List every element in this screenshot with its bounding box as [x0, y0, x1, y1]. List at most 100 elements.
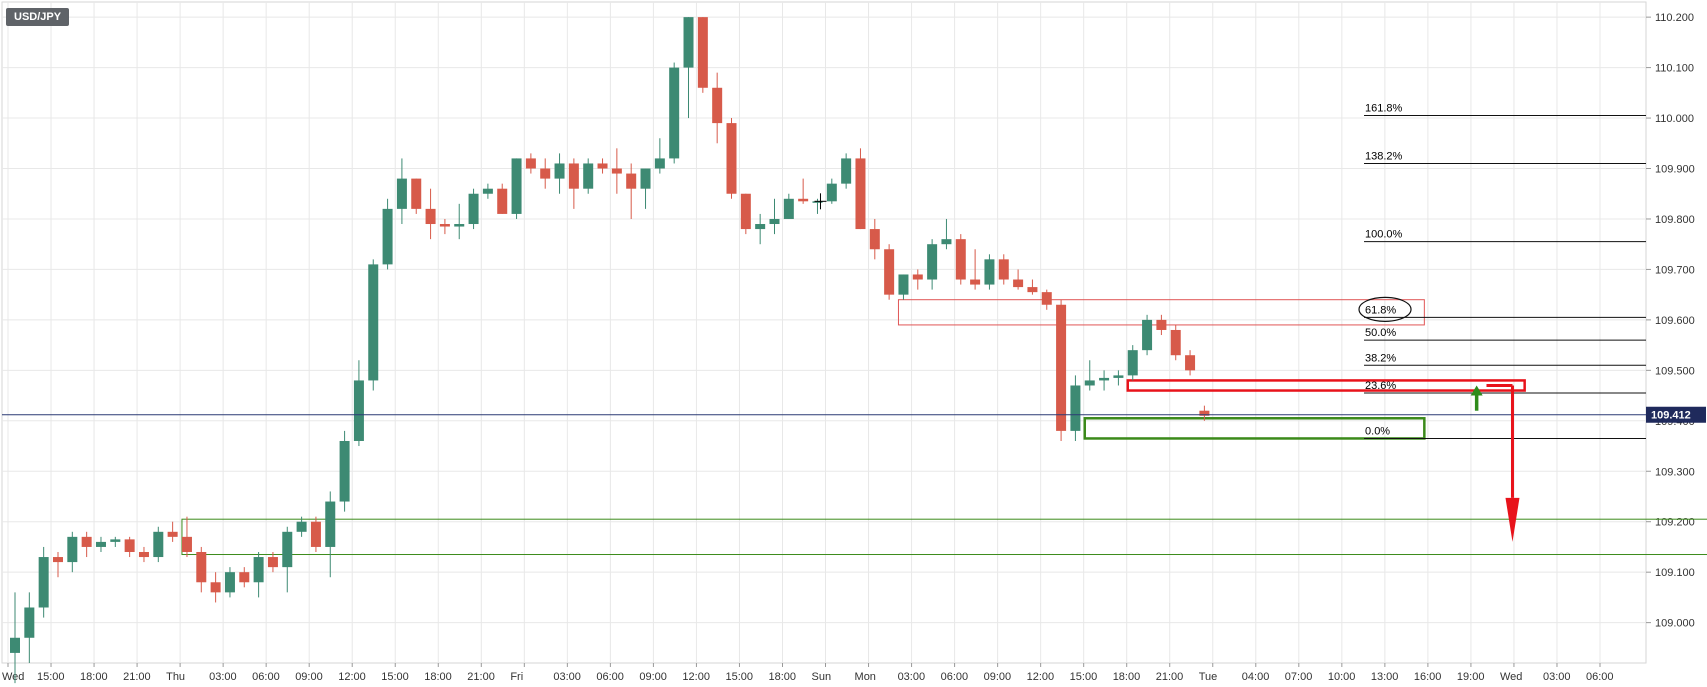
demand-zone — [181, 518, 1707, 556]
candle-body — [884, 249, 895, 295]
candle — [912, 269, 923, 290]
candle-body — [1170, 329, 1181, 356]
candle-body — [984, 259, 995, 285]
candle — [196, 546, 207, 593]
candle — [697, 17, 708, 93]
candle — [425, 188, 436, 240]
candle — [525, 153, 536, 174]
y-tick-label: 109.300 — [1655, 466, 1695, 478]
candle — [325, 491, 336, 578]
candle-body — [339, 440, 350, 502]
candle-body — [1142, 319, 1153, 351]
candle-body — [110, 539, 121, 542]
candle-body — [855, 158, 866, 230]
up-arrow — [1470, 385, 1483, 411]
x-tick-label: 16:00 — [1414, 671, 1442, 683]
current-price-label: 109.412 — [1651, 410, 1691, 422]
x-tick-label: 06:00 — [1586, 671, 1614, 683]
candle-body — [540, 168, 551, 179]
arrow-head — [1505, 497, 1520, 542]
candle — [568, 158, 579, 209]
candle-body — [626, 173, 637, 189]
candle-body — [1027, 287, 1038, 293]
x-tick-label: 03:00 — [553, 671, 581, 683]
candle-body — [10, 637, 20, 653]
support-zone — [1083, 417, 1426, 440]
candle — [253, 551, 264, 598]
x-tick-label: 21:00 — [123, 671, 151, 683]
candle — [95, 536, 106, 552]
candle — [611, 148, 622, 194]
candle-body — [683, 17, 694, 68]
x-tick-label: 09:00 — [984, 671, 1012, 683]
candle-body — [253, 557, 264, 583]
candle — [884, 244, 895, 300]
candle-body — [755, 224, 766, 230]
fib-label: 23.6% — [1365, 380, 1396, 392]
candle — [783, 193, 794, 219]
candle — [826, 178, 837, 204]
x-tick-label: Mon — [855, 671, 876, 683]
candle — [167, 521, 178, 542]
fib-highlight-ellipse — [1358, 296, 1412, 322]
x-tick-label: 15:00 — [1070, 671, 1098, 683]
candle-body — [468, 193, 479, 225]
down-arrow — [1486, 383, 1520, 542]
y-tick-label: 109.200 — [1655, 517, 1695, 529]
candle-body — [81, 536, 92, 547]
candle-body — [568, 163, 579, 189]
candle — [755, 213, 766, 245]
candle-body — [396, 178, 407, 209]
candle — [282, 526, 293, 593]
candle-body — [898, 274, 909, 295]
candle-body — [368, 264, 379, 381]
candle-body — [167, 531, 178, 537]
candle-body — [239, 572, 250, 583]
candle-body — [267, 557, 278, 568]
candle — [1142, 314, 1153, 356]
candle-body — [1127, 350, 1138, 376]
x-tick-label: 13:00 — [1371, 671, 1399, 683]
candle — [181, 516, 192, 558]
candle-body — [382, 208, 393, 265]
candle — [669, 62, 680, 164]
candle — [583, 158, 594, 194]
candle — [726, 118, 737, 199]
candle-body — [869, 229, 880, 250]
candle — [296, 516, 307, 537]
candle — [927, 239, 938, 290]
candle — [468, 188, 479, 230]
candle — [368, 259, 379, 391]
candle-body — [1056, 304, 1067, 431]
candle — [855, 148, 866, 230]
x-tick-label: Tue — [1199, 671, 1218, 683]
x-tick-label: 12:00 — [338, 671, 366, 683]
candle-body — [1070, 385, 1081, 431]
x-tick-label: 21:00 — [1156, 671, 1184, 683]
candle — [712, 72, 723, 144]
candle — [1156, 314, 1167, 336]
candle-body — [1084, 380, 1095, 386]
candle — [941, 218, 952, 250]
y-tick-label: 109.100 — [1655, 567, 1695, 579]
arrow-head — [1470, 385, 1483, 396]
candle-body — [1041, 292, 1052, 305]
candle — [769, 198, 780, 235]
x-tick-label: 18:00 — [424, 671, 452, 683]
candle-body — [353, 380, 364, 441]
x-tick-label: 18:00 — [768, 671, 796, 683]
fib-label: 100.0% — [1365, 229, 1403, 241]
fib-label: 161.8% — [1365, 103, 1403, 115]
candle — [110, 536, 121, 547]
candle — [654, 138, 665, 174]
fib-label: 50.0% — [1365, 327, 1396, 339]
candle — [640, 168, 651, 209]
candle — [955, 234, 966, 285]
candle — [411, 178, 422, 214]
candle — [353, 360, 364, 447]
candle — [454, 203, 465, 240]
candle-body — [95, 541, 106, 547]
candle — [1185, 350, 1196, 376]
x-tick-label: 09:00 — [295, 671, 323, 683]
